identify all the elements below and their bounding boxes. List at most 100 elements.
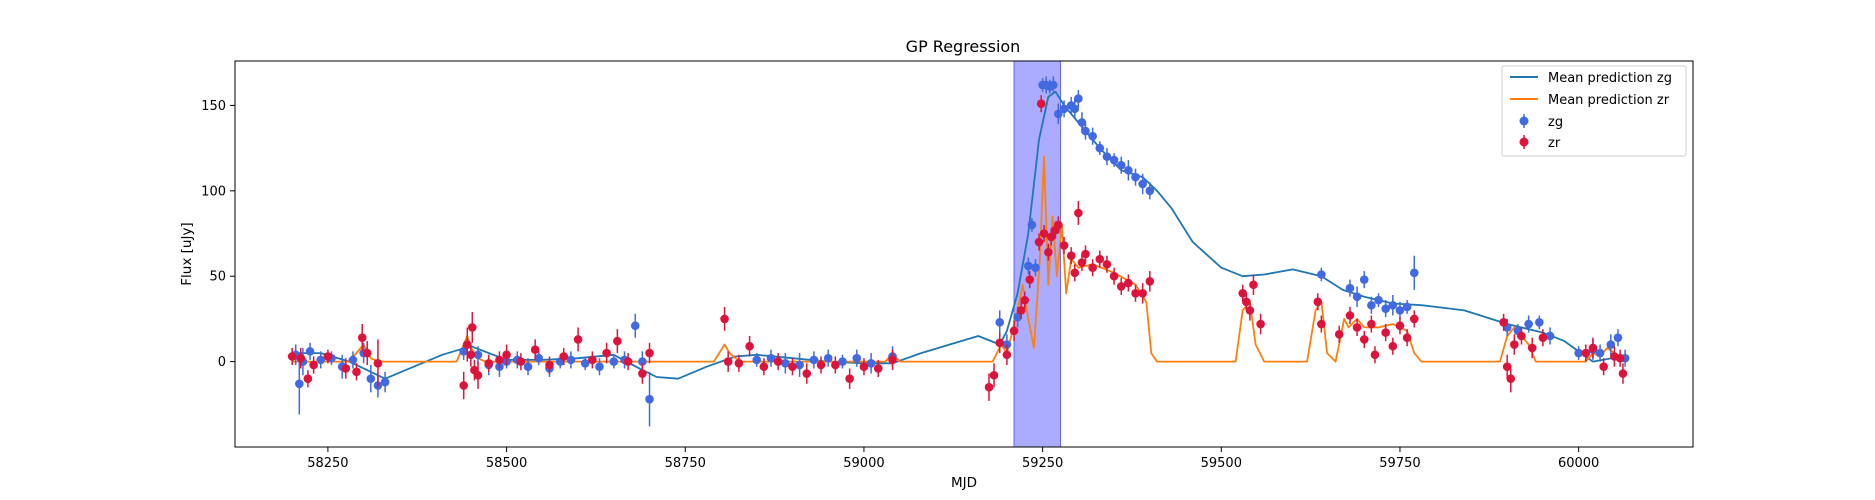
y-axis: 0 50 100 150 xyxy=(201,99,235,370)
zg-point xyxy=(1145,186,1155,196)
zr-point xyxy=(573,335,583,344)
zg-point xyxy=(1095,143,1105,153)
zg-point xyxy=(630,321,640,331)
zr-point xyxy=(1131,288,1140,298)
zr-point xyxy=(1381,328,1390,337)
zr-point xyxy=(459,381,469,390)
zr-point xyxy=(303,374,313,383)
zr-point xyxy=(341,364,351,373)
zr-point xyxy=(1618,369,1628,378)
zr-point xyxy=(1054,220,1063,230)
zr-point xyxy=(484,359,494,368)
zr-point xyxy=(1499,318,1508,327)
zr-point xyxy=(745,341,754,351)
zg-point xyxy=(1352,292,1362,301)
zr-point xyxy=(495,355,504,365)
zg-point xyxy=(1613,333,1623,342)
y-tick-label: 0 xyxy=(218,355,226,370)
series-zr-points xyxy=(287,95,1628,401)
x-tick-label: 60000 xyxy=(1558,456,1599,471)
zr-point xyxy=(802,369,812,378)
zr-point xyxy=(759,362,769,372)
zr-point xyxy=(1502,362,1512,372)
x-tick-label: 58500 xyxy=(486,456,527,471)
legend-zg-marker xyxy=(1519,116,1529,126)
zr-point xyxy=(1367,319,1376,329)
zr-point xyxy=(1016,306,1026,315)
zr-point xyxy=(1088,263,1097,272)
zg-point xyxy=(1574,348,1583,358)
zg-point xyxy=(348,355,358,365)
x-tick-label: 58750 xyxy=(665,456,706,471)
zr-point xyxy=(309,360,318,370)
zr-point xyxy=(1370,350,1380,360)
zg-point xyxy=(995,318,1005,327)
zg-point xyxy=(638,357,647,366)
zr-point xyxy=(720,314,729,324)
zr-point xyxy=(1074,208,1083,218)
zg-point xyxy=(566,355,576,365)
zr-point xyxy=(1245,306,1255,315)
zr-point xyxy=(602,348,611,358)
zr-point xyxy=(559,352,569,361)
zr-point xyxy=(588,355,597,365)
zr-point xyxy=(287,352,297,361)
zg-point xyxy=(838,357,847,366)
x-tick-label: 58250 xyxy=(307,456,348,471)
zg-point xyxy=(1131,172,1140,182)
zr-point xyxy=(1313,297,1323,307)
zg-point xyxy=(1027,220,1037,230)
zr-point xyxy=(1002,350,1012,360)
zr-point xyxy=(773,357,783,366)
zg-point xyxy=(1081,126,1090,136)
zg-point xyxy=(1054,109,1063,119)
zr-point xyxy=(1352,323,1362,332)
zr-point xyxy=(1388,341,1398,351)
zr-point xyxy=(1238,288,1248,298)
series-zg-points xyxy=(291,76,1630,427)
zg-point xyxy=(473,350,483,360)
zg-point xyxy=(1545,331,1555,341)
zg-point xyxy=(1388,300,1398,310)
zr-point xyxy=(373,359,383,368)
zg-point xyxy=(580,359,590,368)
zr-point xyxy=(462,340,472,349)
zr-point xyxy=(352,367,361,377)
zr-point xyxy=(1077,258,1087,267)
zr-point xyxy=(645,348,654,358)
zr-point xyxy=(1036,99,1046,108)
zr-point xyxy=(467,323,477,332)
zr-point xyxy=(638,369,647,378)
zg-point xyxy=(809,355,819,365)
zr-point xyxy=(1527,343,1537,353)
zr-point xyxy=(873,364,883,373)
legend-mean-zr-label: Mean prediction zr xyxy=(1548,93,1670,108)
y-tick-label: 50 xyxy=(209,270,226,285)
zr-point xyxy=(296,353,306,363)
zr-point xyxy=(1538,333,1548,342)
zg-point xyxy=(459,347,469,356)
zg-point xyxy=(1595,348,1605,358)
zr-point xyxy=(466,350,476,360)
zg-point xyxy=(1359,275,1369,284)
zr-point xyxy=(1025,275,1035,284)
zg-point xyxy=(752,355,762,365)
zr-point xyxy=(1095,254,1105,264)
zr-point xyxy=(1020,295,1030,305)
zg-point xyxy=(1059,104,1069,114)
x-tick-label: 59500 xyxy=(1201,456,1242,471)
zg-point xyxy=(1524,319,1533,329)
zr-point xyxy=(1009,326,1019,336)
zg-point xyxy=(1402,302,1412,312)
zr-point xyxy=(1039,229,1049,238)
zr-point xyxy=(516,357,526,366)
zg-point xyxy=(1102,152,1112,161)
zg-point xyxy=(1077,118,1087,127)
zg-point xyxy=(380,377,390,387)
zg-point xyxy=(1024,261,1033,271)
zg-point xyxy=(1381,304,1390,313)
x-tick-label: 59750 xyxy=(1379,456,1420,471)
zg-point xyxy=(595,362,604,372)
zg-point xyxy=(645,394,654,404)
